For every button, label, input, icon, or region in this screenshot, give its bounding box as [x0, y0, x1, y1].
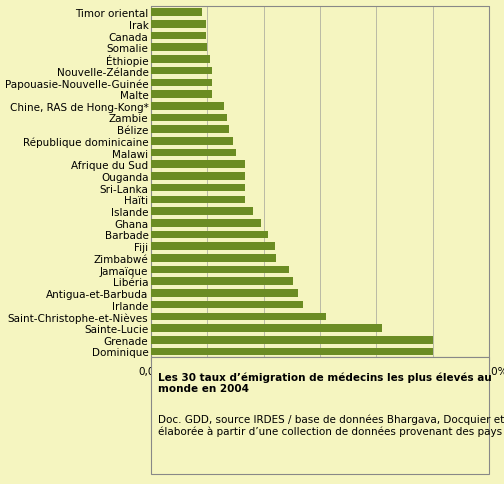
- Bar: [151, 348, 432, 356]
- FancyBboxPatch shape: [151, 358, 489, 474]
- Bar: [151, 91, 212, 99]
- Bar: [151, 196, 245, 204]
- Bar: [151, 21, 206, 29]
- Bar: [151, 103, 224, 110]
- Bar: [151, 56, 210, 63]
- Bar: [151, 79, 212, 87]
- Bar: [151, 126, 229, 134]
- Bar: [151, 301, 303, 309]
- Bar: [151, 231, 268, 239]
- Bar: [151, 243, 275, 250]
- Bar: [151, 161, 245, 169]
- Bar: [151, 289, 297, 297]
- Bar: [151, 336, 432, 344]
- Bar: [151, 325, 382, 332]
- Text: Les 30 taux d’émigration de médecins les plus élevés au monde en 2004: Les 30 taux d’émigration de médecins les…: [158, 372, 492, 393]
- Bar: [151, 184, 245, 192]
- Bar: [151, 266, 289, 274]
- Bar: [151, 68, 212, 76]
- Bar: [151, 219, 261, 227]
- Bar: [151, 45, 208, 52]
- Bar: [151, 313, 326, 320]
- Bar: [151, 32, 206, 40]
- Text: Doc. GDD, source IRDES / base de données Bhargava, Docquier et Moullan (2011),
é: Doc. GDD, source IRDES / base de données…: [158, 414, 504, 436]
- Bar: [151, 173, 245, 181]
- Bar: [151, 278, 293, 286]
- Bar: [151, 9, 202, 17]
- Bar: [151, 114, 227, 122]
- Bar: [151, 138, 233, 145]
- Bar: [151, 255, 276, 262]
- Bar: [151, 208, 253, 215]
- Bar: [151, 150, 235, 157]
